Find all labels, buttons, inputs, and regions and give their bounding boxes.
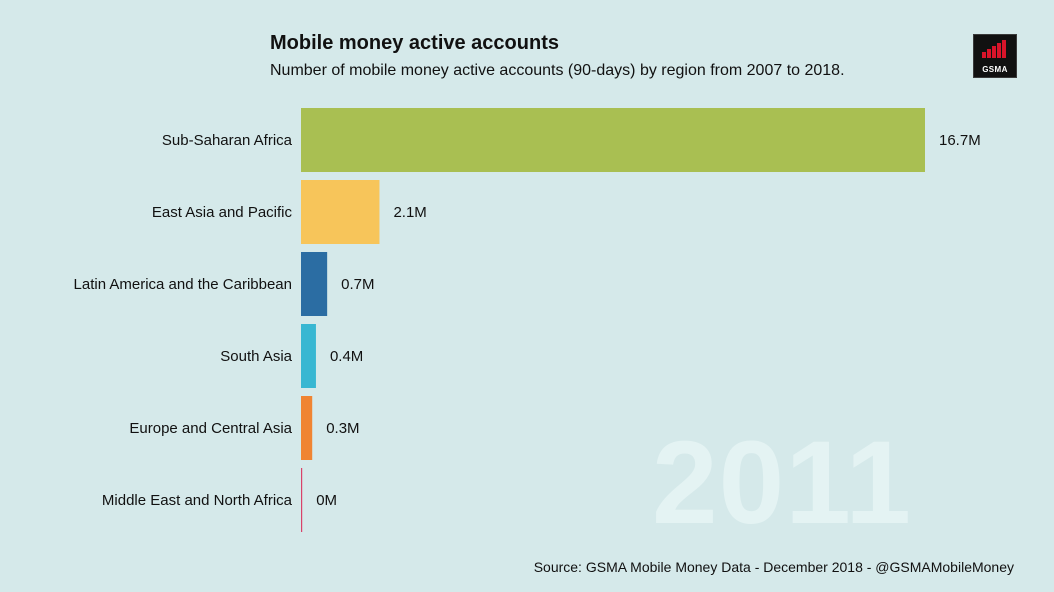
- category-label-south-asia: South Asia: [220, 348, 292, 365]
- value-label-east-asia-and-pacific: 2.1M: [393, 204, 426, 221]
- value-label-middle-east-and-north-africa: 0M: [316, 492, 337, 509]
- category-label-east-asia-and-pacific: East Asia and Pacific: [152, 204, 293, 221]
- source-note: Source: GSMA Mobile Money Data - Decembe…: [533, 559, 1014, 575]
- bar-south-asia: [301, 324, 316, 388]
- chart-subtitle: Number of mobile money active accounts (…: [270, 62, 845, 79]
- bar-east-asia-and-pacific: [301, 180, 380, 244]
- bar-sub-saharan-africa: [301, 108, 925, 172]
- chart-title: Mobile money active accounts: [270, 32, 559, 54]
- value-label-south-asia: 0.4M: [330, 348, 363, 365]
- category-label-europe-and-central-asia: Europe and Central Asia: [129, 420, 292, 437]
- category-label-sub-saharan-africa: Sub-Saharan Africa: [162, 132, 293, 149]
- category-label-middle-east-and-north-africa: Middle East and North Africa: [102, 492, 293, 509]
- signal-bars-icon: [982, 40, 1006, 58]
- value-label-latin-america-and-the-caribbean: 0.7M: [341, 276, 374, 293]
- bar-middle-east-and-north-africa: [301, 468, 303, 532]
- gsma-logo: GSMA: [973, 34, 1017, 78]
- bar-latin-america-and-the-caribbean: [301, 252, 328, 316]
- logo-text: GSMA: [982, 65, 1008, 74]
- value-label-europe-and-central-asia: 0.3M: [326, 420, 359, 437]
- category-label-latin-america-and-the-caribbean: Latin America and the Caribbean: [74, 276, 292, 293]
- value-label-sub-saharan-africa: 16.7M: [939, 132, 981, 149]
- bar-europe-and-central-asia: [301, 396, 313, 460]
- year-watermark: 2011: [652, 417, 912, 549]
